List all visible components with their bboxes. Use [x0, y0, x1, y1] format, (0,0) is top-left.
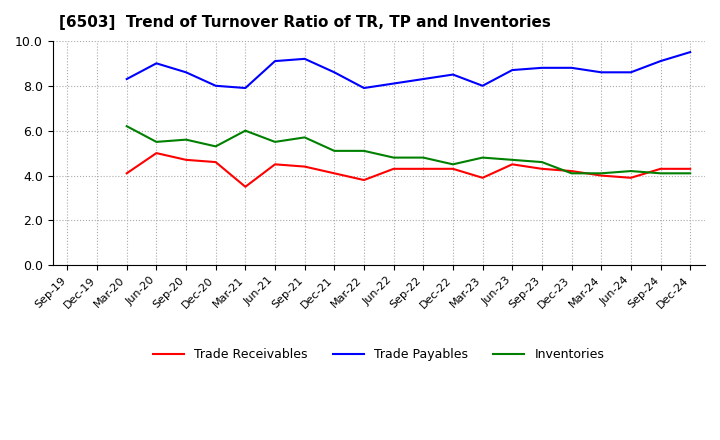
Inventories: [478, 155, 487, 160]
Legend: Trade Receivables, Trade Payables, Inventories: Trade Receivables, Trade Payables, Inven…: [148, 343, 609, 367]
Inventories: [122, 124, 131, 129]
Inventories: [567, 171, 576, 176]
Trade Payables: [597, 70, 606, 75]
Trade Payables: [390, 81, 398, 86]
Trade Receivables: [656, 166, 665, 172]
Inventories: [360, 148, 369, 154]
Trade Receivables: [152, 150, 161, 156]
Trade Payables: [656, 59, 665, 64]
Trade Payables: [330, 70, 338, 75]
Trade Receivables: [538, 166, 546, 172]
Inventories: [686, 171, 695, 176]
Text: [6503]  Trend of Turnover Ratio of TR, TP and Inventories: [6503] Trend of Turnover Ratio of TR, TP…: [59, 15, 551, 30]
Inventories: [181, 137, 190, 142]
Trade Payables: [449, 72, 457, 77]
Trade Receivables: [567, 169, 576, 174]
Trade Receivables: [300, 164, 309, 169]
Trade Receivables: [212, 159, 220, 165]
Inventories: [300, 135, 309, 140]
Trade Receivables: [449, 166, 457, 172]
Trade Payables: [152, 61, 161, 66]
Trade Payables: [478, 83, 487, 88]
Trade Receivables: [508, 161, 516, 167]
Trade Payables: [212, 83, 220, 88]
Line: Inventories: Inventories: [127, 126, 690, 173]
Trade Payables: [567, 65, 576, 70]
Inventories: [597, 171, 606, 176]
Trade Receivables: [122, 171, 131, 176]
Trade Receivables: [478, 175, 487, 180]
Trade Payables: [626, 70, 635, 75]
Trade Receivables: [597, 173, 606, 178]
Inventories: [390, 155, 398, 160]
Trade Payables: [686, 49, 695, 55]
Inventories: [152, 139, 161, 144]
Inventories: [508, 157, 516, 162]
Trade Payables: [419, 77, 428, 82]
Trade Receivables: [390, 166, 398, 172]
Inventories: [626, 169, 635, 174]
Inventories: [449, 161, 457, 167]
Trade Receivables: [241, 184, 250, 189]
Inventories: [271, 139, 279, 144]
Line: Trade Receivables: Trade Receivables: [127, 153, 690, 187]
Inventories: [330, 148, 338, 154]
Trade Receivables: [181, 157, 190, 162]
Trade Payables: [271, 59, 279, 64]
Trade Receivables: [686, 166, 695, 172]
Trade Payables: [538, 65, 546, 70]
Line: Trade Payables: Trade Payables: [127, 52, 690, 88]
Inventories: [212, 144, 220, 149]
Trade Payables: [181, 70, 190, 75]
Inventories: [241, 128, 250, 133]
Trade Payables: [360, 85, 369, 91]
Trade Payables: [122, 77, 131, 82]
Trade Receivables: [626, 175, 635, 180]
Trade Receivables: [330, 171, 338, 176]
Trade Payables: [241, 85, 250, 91]
Inventories: [419, 155, 428, 160]
Trade Payables: [508, 67, 516, 73]
Trade Receivables: [271, 161, 279, 167]
Trade Receivables: [360, 177, 369, 183]
Trade Payables: [300, 56, 309, 62]
Trade Receivables: [419, 166, 428, 172]
Inventories: [656, 171, 665, 176]
Inventories: [538, 159, 546, 165]
